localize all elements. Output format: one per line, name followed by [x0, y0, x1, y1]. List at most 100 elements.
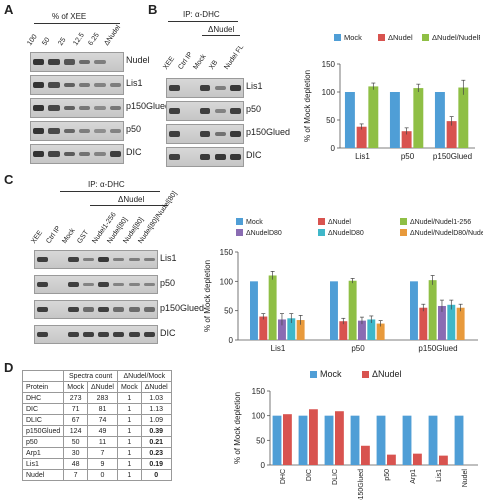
- blot-strip: [30, 52, 124, 72]
- y-tick-label: 50: [256, 436, 265, 445]
- table-cell: 0.19: [140, 458, 172, 470]
- blot-band: [63, 128, 75, 134]
- legend-label: ΔNudel: [388, 33, 413, 42]
- blot-band: [82, 307, 94, 312]
- blot-strip: [34, 275, 158, 294]
- blot-background: [31, 145, 123, 163]
- table-row: Arp1 30 7 1 0.23: [21, 447, 172, 459]
- bar: [296, 320, 305, 340]
- table-cell: 1.13: [140, 403, 172, 415]
- blot-band: [37, 281, 49, 288]
- blot-band: [63, 105, 75, 111]
- blot-band: [169, 108, 181, 114]
- blot-band: [214, 85, 226, 91]
- blot-band: [199, 108, 211, 114]
- blot-band: [63, 82, 75, 88]
- table-cell: 9: [87, 458, 118, 470]
- bar: [376, 323, 385, 340]
- blot-band: [37, 331, 49, 338]
- blot-band: [37, 306, 49, 313]
- blot-band: [67, 306, 79, 313]
- blot-row-label: p150Glued: [246, 127, 291, 137]
- table-cell: 7: [63, 469, 88, 481]
- table-cell: 1.09: [140, 414, 172, 426]
- blot-row-label: Nudel: [126, 55, 150, 65]
- table-row: p150Glued 124 49 1 0.39: [21, 425, 172, 437]
- blot-row-label: Lis1: [160, 252, 177, 263]
- x-tick-label: p150Glued: [358, 469, 365, 500]
- panel-label-c: C: [4, 172, 14, 187]
- blot-strip: [166, 124, 244, 144]
- y-tick-label: 100: [220, 277, 234, 286]
- table-cell: 0: [140, 469, 172, 481]
- table-row: Lis1 48 9 1 0.19: [21, 458, 172, 470]
- table-row: DHC 273 283 1 1.03: [21, 392, 172, 404]
- legend-label: ΔNudel: [328, 219, 351, 226]
- blot-strip: [34, 250, 158, 269]
- blot-band: [67, 256, 79, 263]
- table-header-cell: Spectra count: [63, 370, 118, 382]
- table-cell: 1: [116, 469, 142, 481]
- bar: [438, 305, 446, 340]
- table-cell: 124: [63, 425, 88, 437]
- bar: [367, 319, 376, 340]
- legend-label: Mock: [344, 33, 362, 42]
- table-cell: DHC: [21, 392, 65, 404]
- table-cell: Lis1: [21, 458, 65, 470]
- table-cell: 67: [63, 414, 88, 426]
- blot-row-label: DIC: [126, 147, 142, 157]
- panel-label-a: A: [4, 2, 14, 17]
- bar: [348, 280, 357, 340]
- blot-band: [33, 58, 45, 66]
- blot-band: [214, 131, 226, 137]
- blot-row-label: p150Glued: [126, 101, 171, 111]
- bar: [287, 318, 296, 340]
- table-cell: 49: [87, 425, 118, 437]
- lane-label: 25: [56, 36, 68, 47]
- table-row: Nudel 7 0 1 0: [21, 469, 172, 481]
- y-tick-label: 50: [326, 116, 335, 125]
- table-cell: 1: [116, 425, 142, 437]
- bar: [259, 316, 268, 340]
- table-cell: 1: [116, 458, 142, 470]
- x-tick-label: DLIC: [332, 469, 339, 485]
- blot-row-label: p150Glued: [160, 302, 205, 313]
- table-cell: p150Glued: [21, 425, 65, 437]
- bar: [454, 415, 464, 465]
- blot-band: [143, 307, 155, 312]
- lane-label: Mock: [60, 227, 77, 245]
- spectra-count-table: Spectra count ΔNudel/Mock Protein Mock Δ…: [21, 370, 172, 481]
- blot-row-label: Lis1: [246, 81, 263, 91]
- blot-band: [214, 154, 226, 160]
- blot-band: [48, 128, 60, 134]
- x-tick-label: Lis1: [355, 152, 370, 161]
- blot-strip: [166, 147, 244, 167]
- x-tick-label: Arp1: [410, 469, 417, 484]
- x-tick-label: Lis1: [436, 469, 443, 482]
- bar: [344, 92, 355, 148]
- blot-strip: [30, 121, 124, 141]
- blot-band: [48, 105, 60, 111]
- blot-band: [98, 306, 110, 313]
- y-axis-label: % of Mock depletion: [233, 392, 242, 464]
- legend-swatch: [334, 34, 341, 41]
- panel-c-group-label: ΔNudel: [118, 195, 145, 204]
- table-cell: 1: [116, 392, 142, 404]
- bar: [268, 275, 277, 340]
- table-header-cell: ΔNudel/Mock: [116, 370, 172, 382]
- table-cell: 0.23: [140, 447, 172, 459]
- bar: [358, 320, 366, 340]
- table-cell: 1.03: [140, 392, 172, 404]
- panel-b-group-label: ΔNudel: [208, 25, 235, 34]
- bar: [250, 281, 258, 340]
- table-cell: 1: [116, 447, 142, 459]
- panel-b-header-line: [168, 21, 238, 22]
- table-header-cell: Mock: [63, 381, 88, 393]
- bar: [387, 454, 396, 465]
- legend-label: Mock: [320, 369, 342, 379]
- blot-band: [113, 331, 125, 338]
- lane-label: XEE: [162, 55, 177, 71]
- bar: [446, 121, 457, 148]
- table-cell: p50: [21, 436, 65, 448]
- lane-label: 50: [41, 36, 52, 47]
